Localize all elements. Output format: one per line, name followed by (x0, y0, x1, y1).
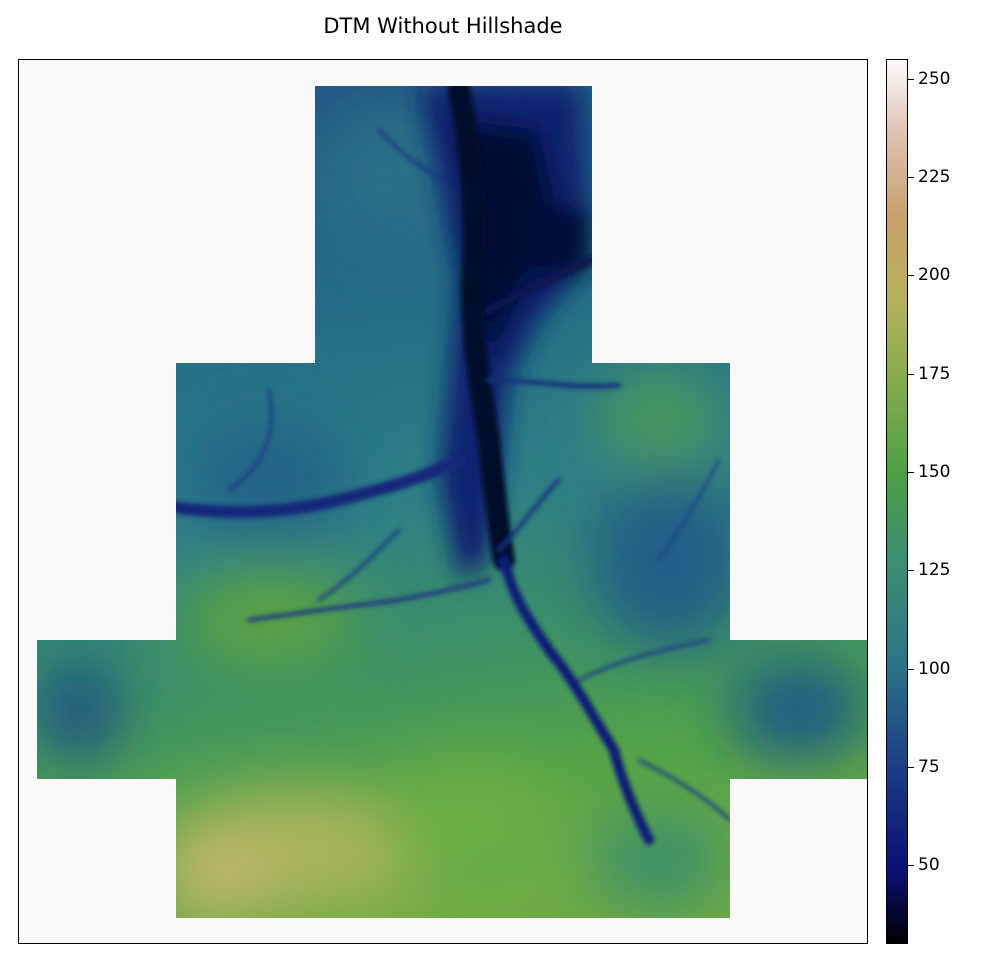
colorbar-tick-label: 150 (918, 462, 951, 482)
colorbar-tick-mark (908, 472, 914, 473)
colorbar-tick-mark (908, 570, 914, 572)
colorbar-tick-label: 75 (918, 757, 940, 777)
colorbar-tick-mark (908, 275, 914, 277)
colorbar-tick-label: 50 (918, 855, 940, 876)
dtm-footprint (37, 86, 867, 918)
colorbar-tick-mark (908, 865, 914, 867)
colorbar-tick-label: 225 (918, 167, 951, 187)
colorbar-tick-mark (908, 767, 914, 768)
colorbar-tick-mark (908, 78, 914, 80)
colorbar-tick-label: 200 (918, 265, 951, 286)
colorbar-tick-mark (908, 373, 914, 375)
dtm-image (37, 86, 867, 918)
colorbar (886, 59, 908, 944)
colorbar-tick-label: 100 (918, 658, 951, 679)
colorbar-tick-mark (908, 668, 914, 670)
chart-title: DTM Without Hillshade (323, 14, 563, 38)
colorbar-tick-label: 250 (918, 68, 951, 89)
colorbar-tick-label: 125 (918, 560, 951, 581)
river-network (170, 86, 732, 845)
colorbar-tick-label: 175 (918, 363, 951, 384)
dtm-raster (18, 59, 868, 944)
colorbar-tick-mark (908, 177, 914, 178)
